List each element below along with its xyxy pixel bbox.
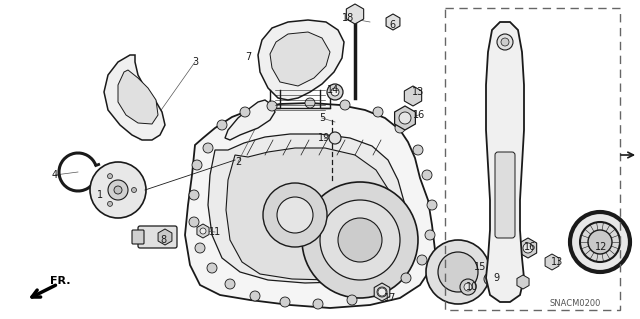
Circle shape [501, 38, 509, 46]
Circle shape [280, 297, 290, 307]
Circle shape [305, 98, 315, 108]
Polygon shape [258, 20, 344, 100]
Text: 6: 6 [389, 20, 395, 30]
Circle shape [329, 132, 341, 144]
Text: 13: 13 [412, 87, 424, 97]
Circle shape [189, 190, 199, 200]
Circle shape [302, 182, 418, 298]
Circle shape [217, 120, 227, 130]
Circle shape [131, 188, 136, 192]
Text: 19: 19 [318, 133, 330, 143]
Polygon shape [208, 134, 407, 283]
Polygon shape [486, 22, 524, 302]
Circle shape [413, 145, 423, 155]
Circle shape [425, 230, 435, 240]
Circle shape [417, 255, 427, 265]
Circle shape [250, 291, 260, 301]
Text: 7: 7 [245, 52, 251, 62]
Circle shape [331, 88, 339, 96]
Text: 3: 3 [192, 57, 198, 67]
Text: 18: 18 [342, 13, 354, 23]
FancyBboxPatch shape [495, 152, 515, 238]
Circle shape [207, 263, 217, 273]
Text: 15: 15 [474, 262, 486, 272]
Circle shape [373, 107, 383, 117]
Circle shape [114, 186, 122, 194]
Circle shape [399, 112, 411, 124]
Circle shape [267, 101, 277, 111]
Text: 13: 13 [551, 257, 563, 267]
Text: 1: 1 [97, 190, 103, 200]
Circle shape [340, 100, 350, 110]
Circle shape [277, 197, 313, 233]
Polygon shape [185, 103, 435, 308]
Circle shape [338, 218, 382, 262]
Circle shape [203, 143, 213, 153]
Circle shape [189, 217, 199, 227]
Text: 4: 4 [52, 170, 58, 180]
Circle shape [347, 295, 357, 305]
Bar [445, 8, 620, 310]
FancyBboxPatch shape [138, 226, 177, 248]
Circle shape [225, 279, 235, 289]
Text: 2: 2 [235, 157, 241, 167]
Text: 10: 10 [466, 282, 478, 292]
Circle shape [240, 107, 250, 117]
Circle shape [484, 273, 496, 285]
Circle shape [570, 212, 630, 272]
Text: SNACM0200: SNACM0200 [549, 299, 601, 308]
Text: 16: 16 [524, 242, 536, 252]
Circle shape [108, 174, 113, 179]
Text: 9: 9 [493, 273, 499, 283]
Circle shape [377, 287, 387, 297]
Text: 8: 8 [160, 235, 166, 245]
Circle shape [427, 200, 437, 210]
Text: 16: 16 [413, 110, 425, 120]
Circle shape [263, 183, 327, 247]
Polygon shape [118, 70, 158, 124]
Circle shape [422, 170, 432, 180]
Text: 5: 5 [319, 113, 325, 123]
Circle shape [426, 240, 490, 304]
Text: 11: 11 [209, 227, 221, 237]
Circle shape [195, 243, 205, 253]
Circle shape [378, 288, 386, 296]
Circle shape [320, 200, 400, 280]
Circle shape [438, 252, 478, 292]
Circle shape [395, 123, 405, 133]
Circle shape [523, 243, 533, 253]
Circle shape [192, 160, 202, 170]
Circle shape [464, 283, 472, 291]
Circle shape [401, 273, 411, 283]
Text: FR.: FR. [50, 276, 70, 286]
Polygon shape [226, 148, 396, 280]
Polygon shape [225, 100, 275, 140]
Circle shape [580, 222, 620, 262]
Circle shape [313, 299, 323, 309]
Circle shape [460, 279, 476, 295]
Polygon shape [104, 55, 165, 140]
Text: 17: 17 [384, 293, 396, 303]
Circle shape [90, 162, 146, 218]
Circle shape [200, 228, 206, 234]
Circle shape [327, 84, 343, 100]
Circle shape [108, 180, 128, 200]
Text: 14: 14 [327, 85, 339, 95]
Circle shape [588, 230, 612, 254]
Polygon shape [270, 32, 330, 86]
Circle shape [497, 34, 513, 50]
Circle shape [108, 201, 113, 206]
Text: 12: 12 [595, 242, 607, 252]
FancyBboxPatch shape [132, 230, 144, 244]
